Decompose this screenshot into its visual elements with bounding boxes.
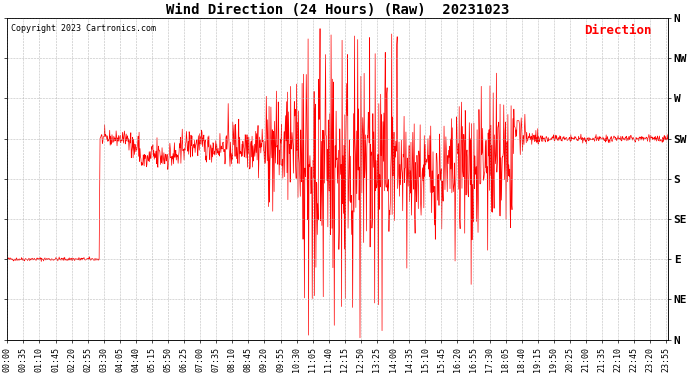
Title: Wind Direction (24 Hours) (Raw)  20231023: Wind Direction (24 Hours) (Raw) 20231023 bbox=[166, 3, 509, 17]
Text: Direction: Direction bbox=[584, 24, 651, 38]
Text: Copyright 2023 Cartronics.com: Copyright 2023 Cartronics.com bbox=[10, 24, 155, 33]
